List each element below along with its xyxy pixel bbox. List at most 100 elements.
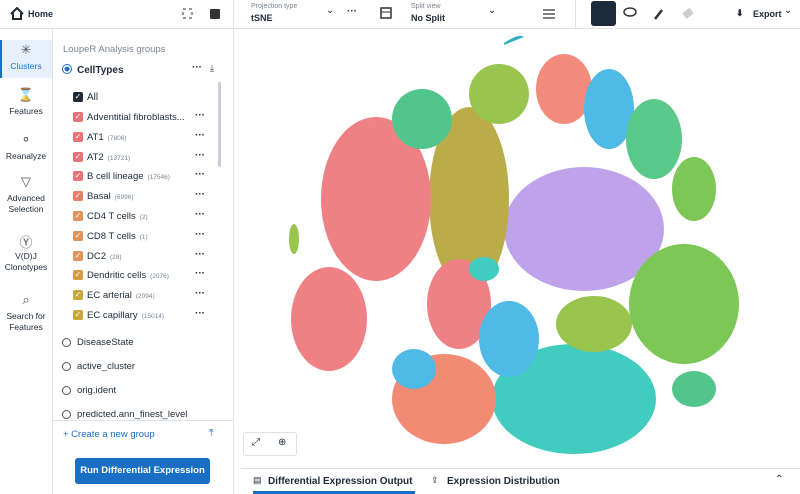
- item-count: (1): [139, 233, 148, 241]
- more[interactable]: ···: [195, 149, 205, 161]
- projection-value[interactable]: tSNE: [251, 13, 273, 23]
- radio-selected[interactable]: [62, 64, 72, 74]
- item-name[interactable]: AT1 (7806): [87, 132, 127, 143]
- checkbox[interactable]: ✓: [73, 211, 83, 221]
- rail-label[interactable]: Search for Features: [6, 311, 46, 332]
- radio[interactable]: [62, 362, 71, 371]
- more[interactable]: ···: [195, 169, 205, 181]
- checkbox[interactable]: ✓: [73, 191, 83, 202]
- rail-icon[interactable]: ▽: [21, 174, 31, 189]
- upload[interactable]: ⤒: [209, 428, 214, 439]
- checkbox[interactable]: ✓: [73, 171, 83, 182]
- split-value[interactable]: No Split: [411, 13, 445, 23]
- group-name[interactable]: predicted.ann_finest_level: [77, 409, 188, 420]
- run-button[interactable]: Run Differential Expression: [75, 458, 210, 484]
- collapse[interactable]: ⌃: [775, 474, 784, 485]
- group-name[interactable]: active_cluster: [77, 361, 136, 372]
- export-icon[interactable]: ⬇: [736, 8, 744, 18]
- tool-icons[interactable]: [622, 6, 702, 22]
- rail-icon[interactable]: ⌛: [17, 87, 35, 102]
- item-count: (15014): [141, 313, 165, 320]
- more[interactable]: ···: [195, 308, 205, 319]
- tab[interactable]: Differential Expression Output: [268, 476, 413, 487]
- item-count: (6996): [114, 194, 134, 202]
- download[interactable]: ⤓: [210, 63, 214, 73]
- view-icons[interactable]: [182, 8, 222, 20]
- home[interactable]: Home: [28, 9, 54, 19]
- home-icon[interactable]: [10, 7, 24, 20]
- item-name[interactable]: CD4 T cells (2): [87, 211, 148, 222]
- export[interactable]: Export: [753, 9, 782, 19]
- item-name[interactable]: Adventitial fibroblasts...: [87, 112, 185, 123]
- more[interactable]: ···: [195, 129, 205, 141]
- item-name[interactable]: CD8 T cells (1): [87, 231, 148, 242]
- rail-icon[interactable]: ⚬: [20, 132, 32, 147]
- checkbox[interactable]: ✓: [73, 151, 83, 162]
- settings-icon[interactable]: [542, 7, 556, 20]
- rail-label[interactable]: Advanced Selection: [7, 193, 45, 214]
- item-name[interactable]: B cell lineage (17546): [87, 171, 170, 182]
- item-label: DC2: [87, 250, 107, 262]
- checkbox[interactable]: ✓: [73, 92, 83, 102]
- checkbox[interactable]: ✓: [73, 250, 83, 261]
- group-name[interactable]: DiseaseState: [77, 337, 134, 348]
- scrollbar[interactable]: [218, 82, 221, 167]
- pan-tool[interactable]: [591, 1, 616, 26]
- more[interactable]: ···: [195, 228, 205, 240]
- checkbox[interactable]: ✓: [73, 112, 83, 122]
- checkbox[interactable]: ✓: [73, 270, 83, 281]
- item-count: (2094): [135, 293, 155, 301]
- item-label: AT1: [87, 131, 104, 143]
- chevron[interactable]: ⌄: [784, 5, 793, 16]
- more[interactable]: ···: [195, 248, 205, 260]
- item-count: (7806): [107, 134, 127, 142]
- radio[interactable]: [62, 410, 71, 419]
- icon-rail: [0, 28, 53, 494]
- chevron[interactable]: ⌄: [326, 5, 335, 16]
- more[interactable]: ···: [195, 288, 205, 300]
- checkbox[interactable]: ✓: [73, 230, 83, 241]
- checkbox[interactable]: ✓: [73, 131, 83, 142]
- more[interactable]: ···: [195, 189, 205, 201]
- tab-icon: ▤: [253, 475, 262, 485]
- more[interactable]: ···: [347, 6, 357, 17]
- rail-icon[interactable]: Ⓨ: [19, 235, 33, 250]
- rail-label[interactable]: V(D)J Clonotypes: [4, 251, 48, 272]
- checkbox[interactable]: ✓: [73, 310, 83, 320]
- group-name[interactable]: CellTypes: [77, 65, 124, 76]
- radio[interactable]: [62, 338, 71, 347]
- zoom-controls[interactable]: ⤢ ⊕: [243, 432, 297, 456]
- split-icon[interactable]: [380, 7, 392, 19]
- more[interactable]: ···: [192, 62, 202, 73]
- rail-icon[interactable]: ✳: [20, 42, 32, 57]
- item-name[interactable]: EC arterial (2094): [87, 290, 155, 301]
- item-name[interactable]: EC capillary (15014): [87, 310, 164, 321]
- all[interactable]: All: [87, 92, 99, 103]
- create-group[interactable]: + Create a new group: [63, 429, 155, 440]
- item-name[interactable]: Dendritic cells (2076): [87, 270, 169, 281]
- divider: [575, 0, 576, 28]
- radio[interactable]: [62, 386, 71, 395]
- rail-label[interactable]: Reanalyze: [5, 151, 47, 161]
- item-name[interactable]: Basal (6996): [87, 191, 134, 202]
- divider: [52, 420, 233, 421]
- tsne-plot: [289, 35, 739, 454]
- group-name[interactable]: orig.ident: [77, 385, 117, 396]
- item-label: Basal: [87, 191, 111, 203]
- more[interactable]: ···: [195, 268, 205, 280]
- item-label: EC arterial: [87, 290, 132, 302]
- item-name[interactable]: AT2 (13721): [87, 152, 130, 163]
- rail-icon[interactable]: ⌕: [22, 292, 30, 307]
- rail-label[interactable]: Features: [9, 106, 43, 116]
- rail-label[interactable]: Clusters: [10, 61, 42, 71]
- checkbox[interactable]: ✓: [73, 290, 83, 301]
- tab[interactable]: Expression Distribution: [447, 476, 560, 487]
- bottom-tabs: [241, 468, 800, 494]
- panel-heading: LoupeR Analysis groups: [63, 44, 166, 55]
- more[interactable]: ···: [195, 110, 205, 121]
- item-name[interactable]: DC2 (28): [87, 251, 122, 262]
- chevron[interactable]: ⌄: [488, 5, 497, 16]
- item-count: (28): [110, 253, 122, 261]
- more[interactable]: ···: [195, 209, 205, 220]
